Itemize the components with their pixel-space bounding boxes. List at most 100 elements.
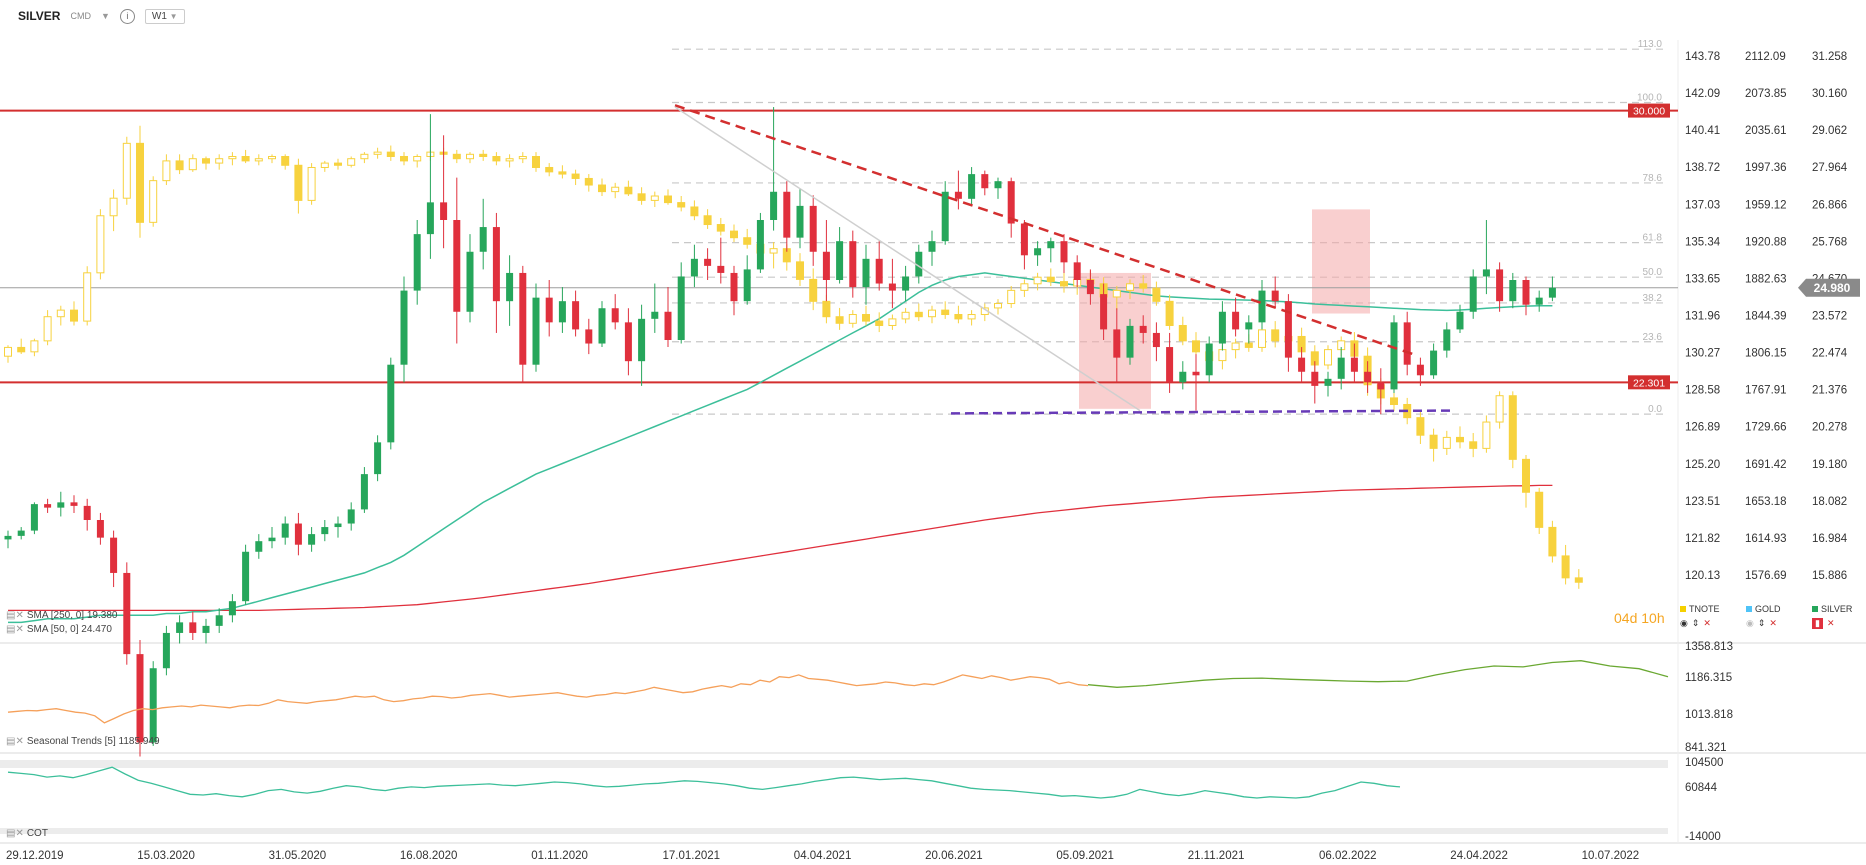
silver-body xyxy=(1100,294,1108,330)
reorder-icon[interactable]: ⇕ xyxy=(1691,618,1700,628)
close-icon[interactable]: ▤✕ xyxy=(6,624,24,635)
silver-candle xyxy=(1047,237,1055,263)
silver-candle xyxy=(228,594,236,623)
legend-seasonal[interactable]: ▤✕ Seasonal Trends [5] 1185.949 xyxy=(6,736,160,747)
silver-candle xyxy=(1060,234,1068,273)
gold-axis-label: 1729.66 xyxy=(1745,422,1787,434)
cot-axis-label: 104500 xyxy=(1685,757,1723,769)
tnote-candle xyxy=(1060,272,1068,293)
silver-body xyxy=(1179,371,1187,383)
tnote-body xyxy=(730,230,738,239)
silver-body xyxy=(400,290,408,365)
sma50-line xyxy=(8,272,1553,624)
legend-cot[interactable]: ▤✕ COT xyxy=(6,828,48,839)
silver-candle xyxy=(1100,283,1108,340)
tnote-body xyxy=(584,177,593,186)
silver-body xyxy=(664,311,672,340)
tnote-body xyxy=(175,160,184,171)
legend-sma50[interactable]: ▤✕ SMA [50, 0] 24.470 xyxy=(6,624,112,635)
tnote-candle xyxy=(1508,391,1517,469)
tnote-body xyxy=(281,156,290,166)
silver-axis-label: 16.984 xyxy=(1812,533,1848,545)
legend-seasonal-text: Seasonal Trends [5] 1185.949 xyxy=(26,736,160,747)
chart-type-icon[interactable]: ▮ xyxy=(1812,618,1823,629)
silver-body xyxy=(1403,322,1411,365)
tnote-candle xyxy=(558,165,567,179)
silver-body xyxy=(374,442,382,475)
chevron-down-icon[interactable]: ▼ xyxy=(100,11,110,21)
timeframe-select[interactable]: W1 ▼ xyxy=(144,8,185,24)
silver-body xyxy=(228,601,236,616)
tnote-body xyxy=(228,156,237,160)
silver-candle xyxy=(110,530,118,588)
close-icon[interactable]: ✕ xyxy=(1703,618,1711,628)
tnote-candle xyxy=(571,169,580,186)
silver-candle xyxy=(585,318,593,355)
legend-sma250[interactable]: ▤✕ SMA [250, 0] 19.380 xyxy=(6,610,117,621)
silver-body xyxy=(928,241,936,252)
symbol-name[interactable]: SILVER xyxy=(18,9,61,23)
tnote-label: TNOTE xyxy=(1689,604,1720,614)
cot-axis-label: 60844 xyxy=(1685,782,1718,794)
silver-candle xyxy=(717,237,725,284)
tnote-candle xyxy=(1416,411,1425,444)
tnote-candle xyxy=(1535,487,1544,534)
tnote-candle xyxy=(637,187,646,205)
level-tag-bg xyxy=(1628,375,1670,390)
close-icon[interactable]: ▤✕ xyxy=(6,828,24,839)
tnote-body xyxy=(1060,281,1068,287)
close-icon[interactable]: ✕ xyxy=(1826,618,1835,628)
tnote-candle xyxy=(268,154,276,164)
chevron-down-icon: ▼ xyxy=(169,11,178,21)
level-tag-bg xyxy=(1628,103,1670,118)
silver-candle xyxy=(651,283,659,333)
silver-body xyxy=(479,227,487,252)
tnote-body xyxy=(532,156,540,168)
symbol-legend-tnote[interactable]: TNOTE ◉ ⇕ ✕ xyxy=(1680,604,1720,629)
tnote-body xyxy=(928,309,936,318)
silver-body xyxy=(981,174,989,189)
silver-body xyxy=(888,283,896,291)
info-icon[interactable]: i xyxy=(119,8,135,24)
symbol-legend-silver[interactable]: SILVER ▮ ✕ xyxy=(1812,604,1852,629)
close-icon[interactable]: ▤✕ xyxy=(6,736,24,747)
silver-axis-label: 26.866 xyxy=(1812,199,1847,211)
silver-body xyxy=(57,502,65,508)
silver-candle xyxy=(400,276,408,383)
eye-icon[interactable]: ◉ xyxy=(1746,618,1754,628)
silver-body xyxy=(506,272,514,302)
tnote-candle xyxy=(17,338,26,355)
tnote-body xyxy=(1231,342,1240,351)
silver-candle xyxy=(1179,361,1187,390)
silver-body xyxy=(413,234,421,291)
silver-body xyxy=(1034,248,1042,256)
tnote-body xyxy=(373,151,382,155)
silver-candle xyxy=(690,244,698,288)
tnote-body xyxy=(598,184,606,193)
silver-body xyxy=(638,318,646,362)
eye-icon[interactable]: ◉ xyxy=(1680,618,1688,628)
gold-color-swatch xyxy=(1746,606,1752,612)
tnote-candle xyxy=(980,303,989,322)
reorder-icon[interactable]: ⇕ xyxy=(1757,618,1766,628)
silver-body xyxy=(651,311,659,319)
silver-body xyxy=(1509,280,1517,302)
silver-body xyxy=(704,258,712,266)
silver-body xyxy=(532,297,540,365)
tnote-body xyxy=(334,162,342,166)
tnote-candle xyxy=(466,152,474,164)
symbol-legend-gold[interactable]: GOLD ◉ ⇕ ✕ xyxy=(1746,604,1781,629)
silver-body xyxy=(1205,343,1213,376)
tnote-candle xyxy=(320,160,329,172)
silver-body xyxy=(756,220,764,270)
tnote-candle xyxy=(30,338,39,357)
close-icon[interactable]: ▤✕ xyxy=(6,610,24,621)
silver-body xyxy=(809,205,817,252)
close-icon[interactable]: ✕ xyxy=(1769,618,1777,628)
silver-axis-label: 27.964 xyxy=(1812,162,1848,174)
silver-body xyxy=(1060,241,1068,263)
tnote-body xyxy=(941,309,950,316)
tnote-body xyxy=(466,153,474,160)
tnote-body xyxy=(914,311,923,318)
